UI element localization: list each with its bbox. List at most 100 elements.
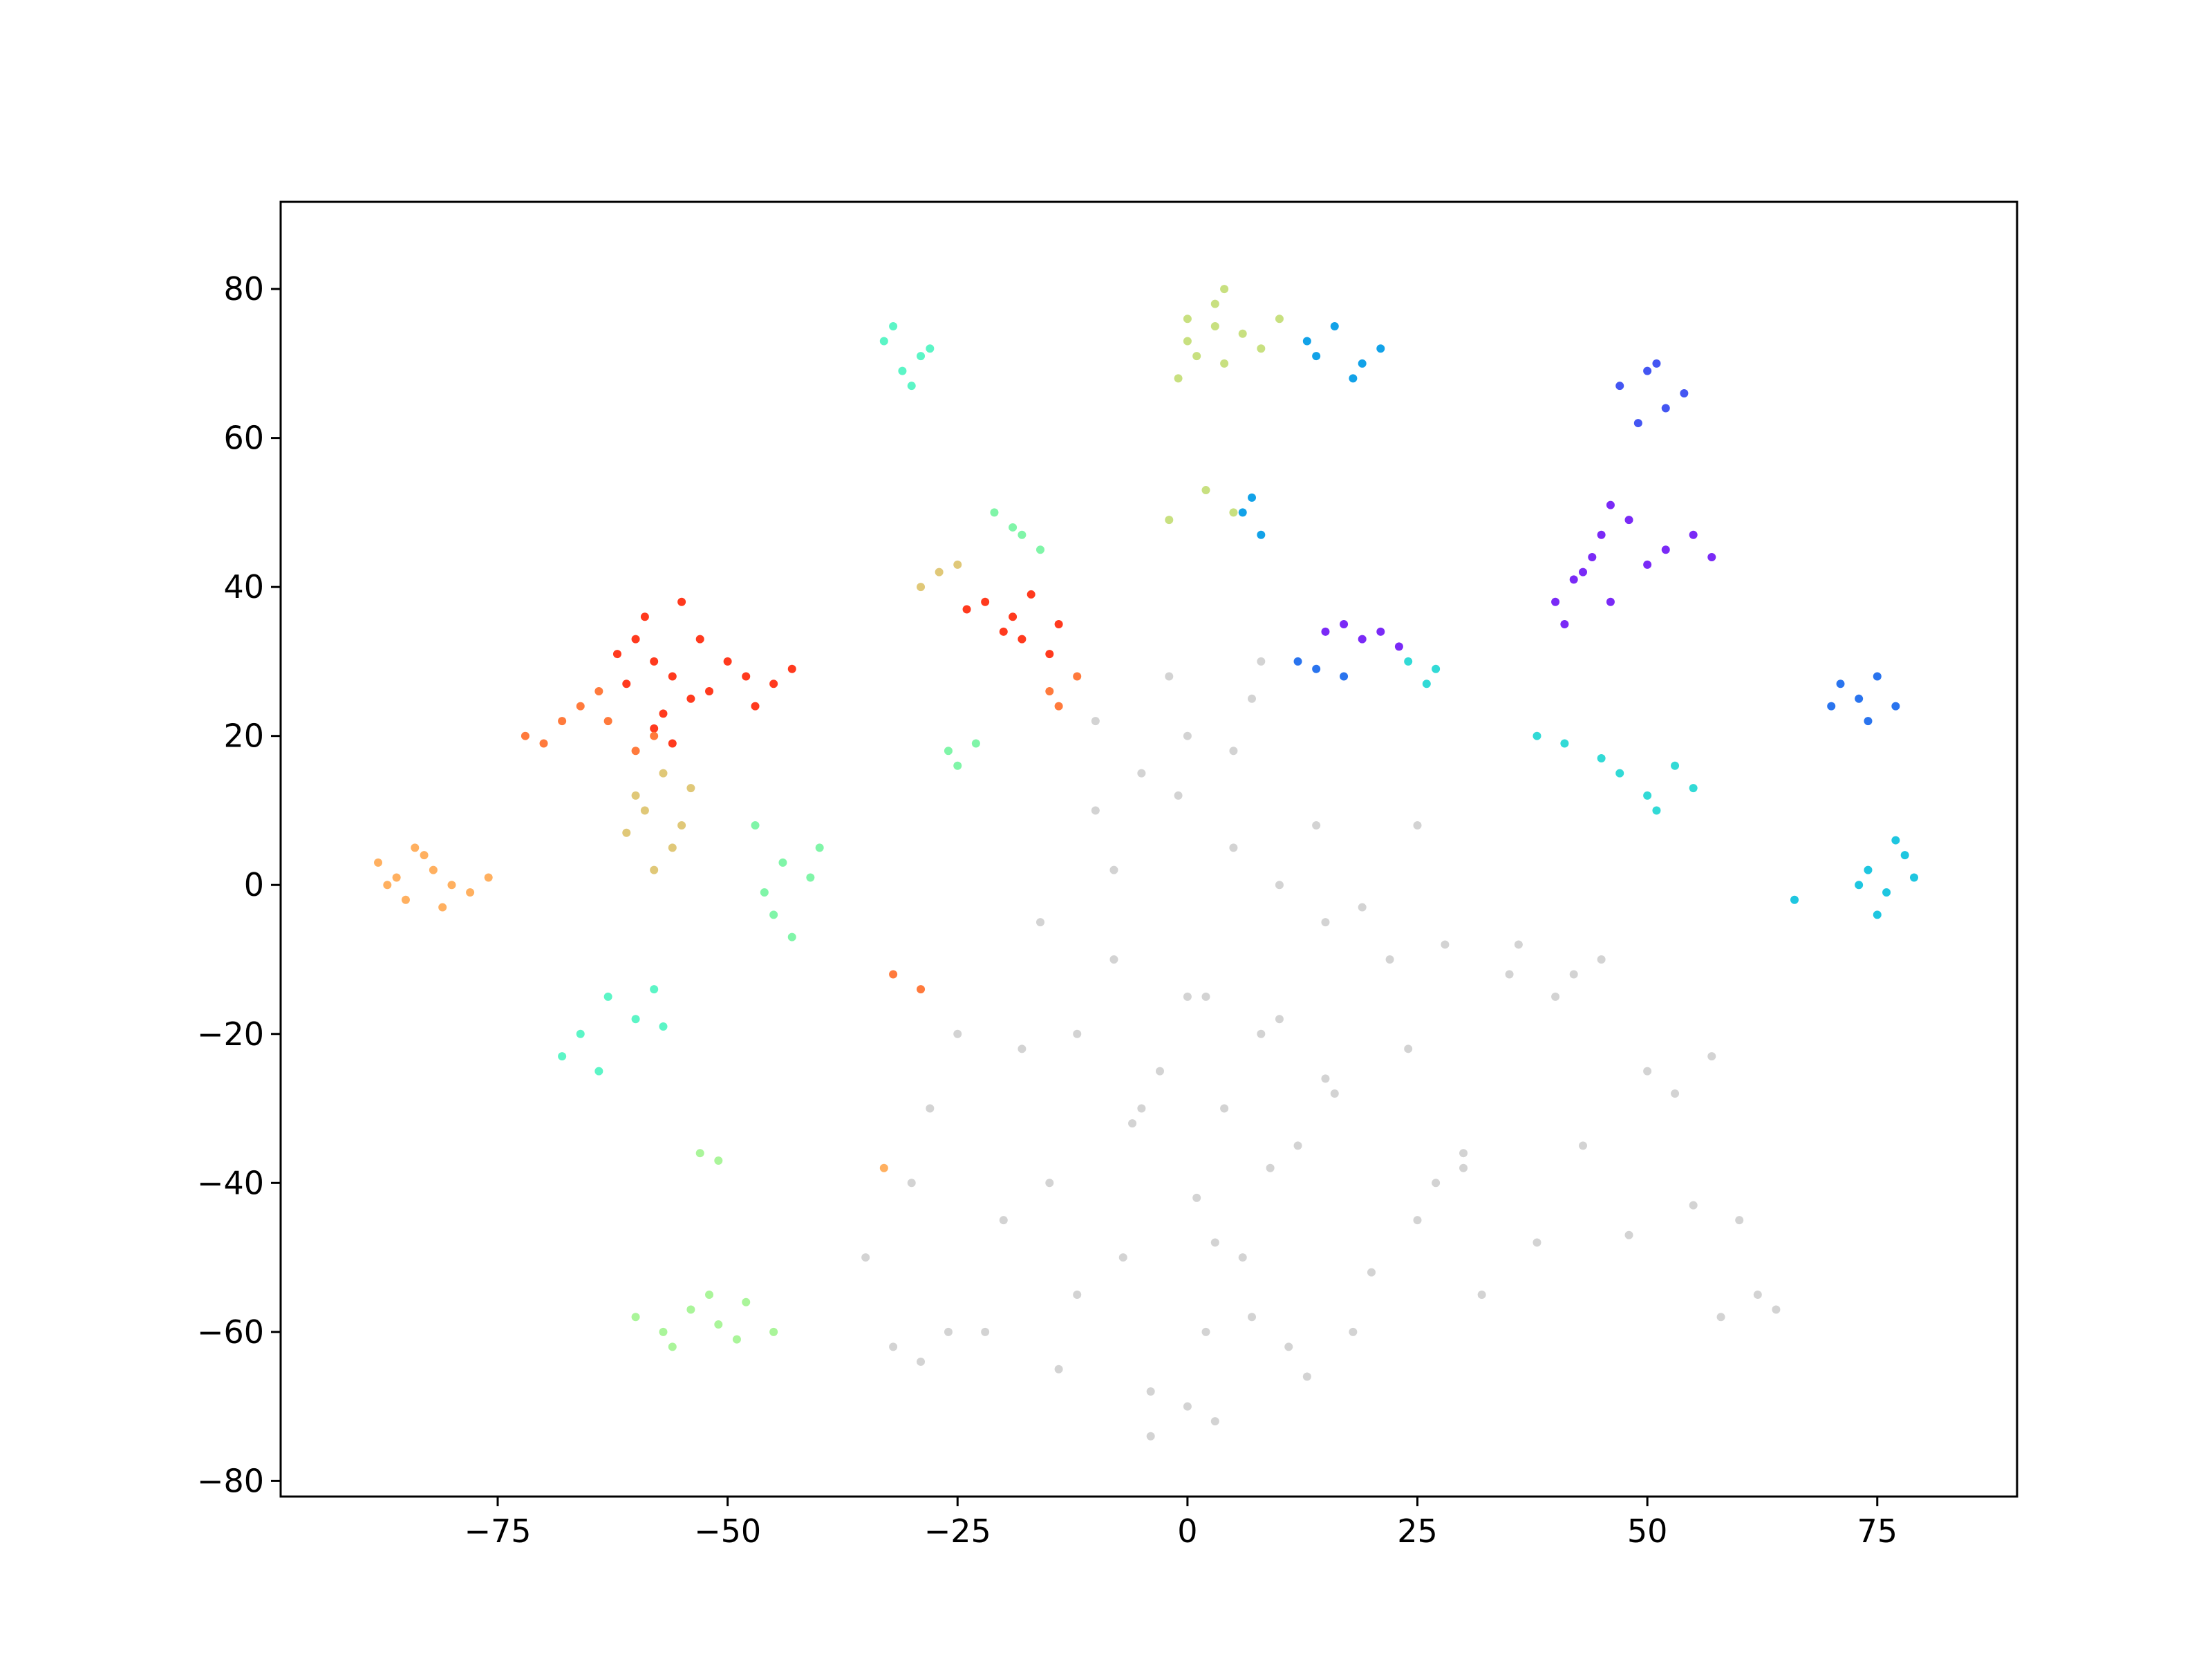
point (1597, 955, 1606, 964)
point (603, 717, 612, 726)
point (1321, 918, 1330, 927)
point (1606, 597, 1615, 606)
point (1855, 694, 1864, 703)
point (1873, 910, 1882, 919)
point (953, 1029, 962, 1038)
point (1210, 321, 1219, 330)
point (1643, 366, 1652, 375)
point (879, 1163, 888, 1172)
point (1091, 806, 1100, 815)
point (1137, 769, 1146, 778)
point (1312, 352, 1321, 361)
point (1615, 382, 1624, 391)
point (612, 650, 621, 659)
point (1671, 1089, 1680, 1098)
point (1284, 1342, 1293, 1351)
point (1551, 597, 1560, 606)
point (539, 739, 548, 748)
point (1569, 970, 1578, 979)
point (1045, 1179, 1054, 1188)
point (723, 657, 732, 666)
point (1321, 1074, 1330, 1083)
point (1192, 1193, 1201, 1202)
point (1643, 791, 1652, 800)
point (1018, 530, 1027, 539)
point (1183, 731, 1192, 740)
point (1275, 315, 1284, 324)
point (917, 985, 926, 994)
point (1054, 1365, 1063, 1374)
point (1441, 940, 1450, 949)
point (1073, 1290, 1082, 1299)
point (1183, 315, 1192, 324)
point (1045, 650, 1054, 659)
point (650, 985, 659, 994)
point (1257, 344, 1266, 353)
point (879, 337, 888, 346)
point (576, 702, 585, 711)
point (1633, 419, 1642, 428)
point (1192, 352, 1201, 361)
point (1009, 612, 1018, 621)
point (1413, 821, 1422, 830)
point (1579, 568, 1587, 577)
point (383, 881, 392, 890)
point (917, 1357, 926, 1366)
point (1210, 1238, 1219, 1247)
point (558, 1052, 567, 1061)
point (1302, 337, 1311, 346)
point (1248, 493, 1257, 502)
point (1165, 516, 1174, 525)
point (668, 843, 677, 852)
point (1514, 940, 1523, 949)
point (806, 873, 815, 882)
point (401, 895, 410, 904)
point (1275, 1015, 1284, 1024)
point (1560, 739, 1569, 748)
point (1275, 881, 1284, 890)
point (1652, 359, 1661, 368)
point (1413, 1216, 1422, 1225)
point (1238, 329, 1247, 338)
point (1293, 1141, 1302, 1150)
point (1459, 1163, 1468, 1172)
point (760, 888, 769, 897)
point (1909, 873, 1918, 882)
x-tick-label: −25 (924, 1512, 991, 1550)
point (769, 1327, 778, 1336)
point (990, 508, 999, 517)
point (594, 1067, 603, 1076)
point (631, 1015, 640, 1024)
point (1183, 337, 1192, 346)
point (999, 627, 1008, 636)
point (907, 382, 916, 391)
point (1882, 888, 1891, 897)
point (1689, 530, 1698, 539)
point (999, 1216, 1008, 1225)
point (1689, 784, 1698, 793)
point (1551, 992, 1560, 1001)
point (392, 873, 401, 882)
point (1432, 664, 1441, 673)
point (1422, 679, 1431, 688)
y-tick-label: 0 (244, 866, 264, 903)
point (686, 784, 695, 793)
point (1302, 1372, 1311, 1381)
point (1873, 672, 1882, 681)
point (1790, 895, 1799, 904)
point (1128, 1119, 1137, 1128)
point (1533, 1238, 1541, 1247)
point (1155, 1067, 1164, 1076)
point (650, 724, 659, 733)
point (668, 672, 677, 681)
point (769, 910, 778, 919)
point (1312, 821, 1321, 830)
point (751, 702, 760, 711)
point (889, 1342, 898, 1351)
point (1864, 865, 1873, 874)
point (677, 821, 686, 830)
point (1220, 285, 1229, 294)
point (1477, 1290, 1486, 1299)
point (1137, 1104, 1146, 1113)
point (1707, 1052, 1716, 1061)
